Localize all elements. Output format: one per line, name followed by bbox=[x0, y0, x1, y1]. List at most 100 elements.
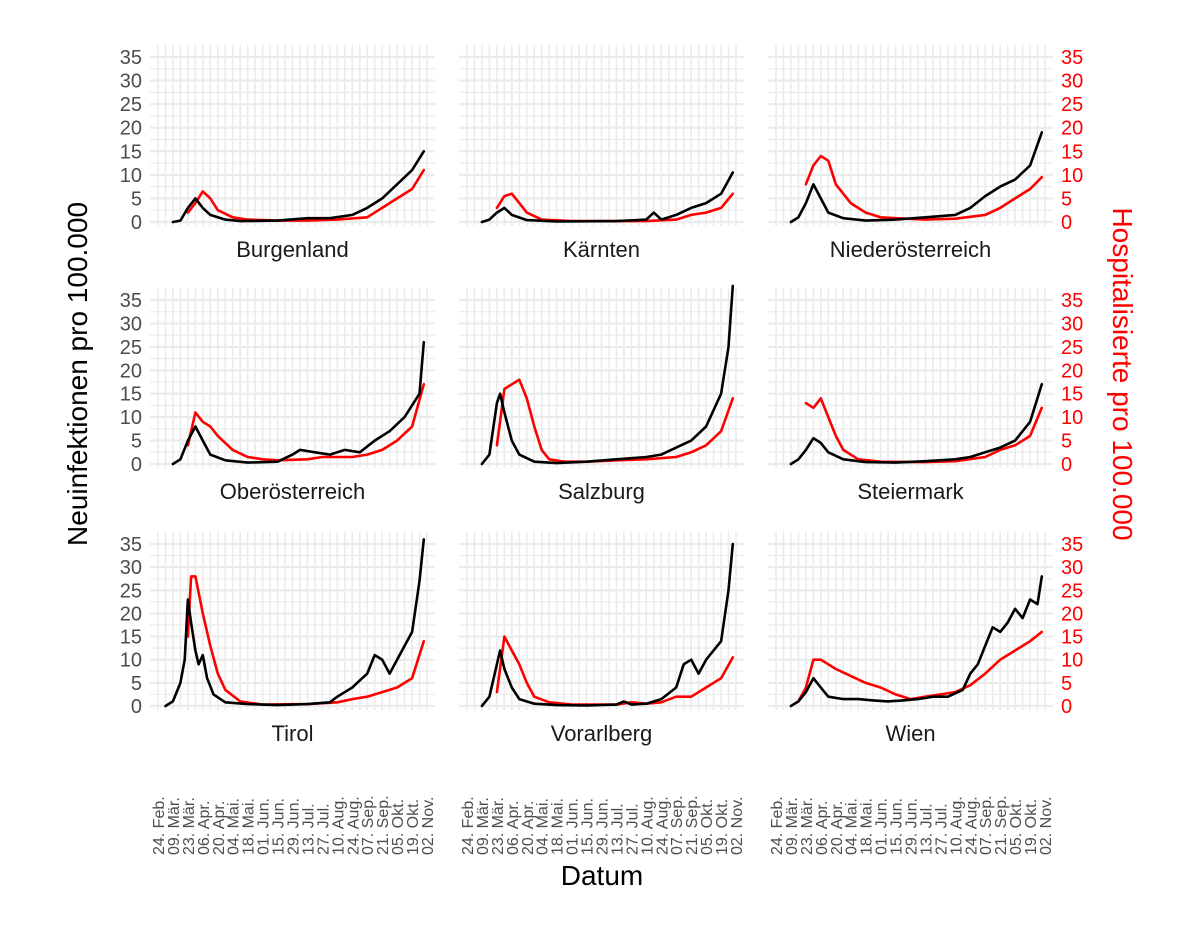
panel-grid bbox=[150, 45, 435, 226]
y-tick-label-left: 15 bbox=[120, 141, 142, 163]
y-tick-label-left: 5 bbox=[131, 673, 142, 695]
y-axis-left-label: Neuinfektionen pro 100.000 bbox=[62, 202, 93, 546]
y-tick-label-right: 20 bbox=[1061, 360, 1083, 382]
y-tick-label-right: 15 bbox=[1061, 627, 1083, 649]
x-tick-label: 04. Mai. bbox=[226, 798, 243, 855]
panel-grid bbox=[150, 288, 435, 468]
x-tick-label: 19. Okt. bbox=[1023, 799, 1040, 855]
y-tick-label-right: 25 bbox=[1061, 94, 1083, 116]
x-tick-label: 24. Aug. bbox=[345, 796, 362, 855]
y-tick-label-right: 20 bbox=[1061, 603, 1083, 625]
x-tick-label: 04. Mai. bbox=[535, 798, 552, 855]
y-tick-label-left: 15 bbox=[120, 384, 142, 406]
series-infections-line bbox=[789, 575, 1044, 708]
y-tick-label-right: 0 bbox=[1061, 454, 1072, 476]
x-tick-label: 18. Mai. bbox=[550, 798, 567, 855]
x-tick-label: 21. Sep. bbox=[375, 795, 392, 855]
x-tick-label: 27. Jul. bbox=[624, 803, 641, 855]
x-tick-label: 13. Jul. bbox=[300, 803, 317, 855]
y-tick-label-right: 35 bbox=[1061, 534, 1083, 556]
y-tick-label-left: 15 bbox=[120, 627, 142, 649]
y-tick-label-right: 15 bbox=[1061, 141, 1083, 163]
panel-title: Wien bbox=[885, 721, 935, 746]
y-tick-label-left: 0 bbox=[131, 696, 142, 718]
y-tick-label-left: 35 bbox=[120, 47, 142, 69]
series-infections-line bbox=[164, 538, 426, 708]
y-tick-label-left: 5 bbox=[131, 431, 142, 453]
panel-title: Burgenland bbox=[236, 237, 349, 262]
x-tick-label: 18. Mai. bbox=[241, 798, 258, 855]
x-tick-label: 29. Jun. bbox=[286, 798, 303, 855]
x-tick-label: 07. Sep. bbox=[360, 795, 377, 855]
panel-grid bbox=[459, 45, 744, 226]
series-infections-line bbox=[171, 340, 426, 466]
series-hospitalized-line bbox=[186, 575, 426, 706]
panel-vorarlberg: Vorarlberg 24. Feb.09. Mär.23. Mär.06. Ap… bbox=[459, 532, 746, 855]
y-axis-right-label: Hospitalisierte pro 100.000 bbox=[1107, 207, 1138, 540]
y-tick-label-left: 20 bbox=[120, 118, 142, 140]
series-hospitalized-line bbox=[804, 154, 1044, 221]
x-tick-label: 10. Aug. bbox=[639, 796, 656, 855]
x-tick-label: 21. Sep. bbox=[684, 795, 701, 855]
y-tick-label-left: 0 bbox=[131, 212, 142, 234]
y-tick-label-right: 10 bbox=[1061, 165, 1083, 187]
x-tick-label: 09. Mär. bbox=[784, 797, 801, 855]
y-tick-label-left: 35 bbox=[120, 534, 142, 556]
panel-title: Niederösterreich bbox=[830, 237, 991, 262]
x-tick-label: 18. Mai. bbox=[859, 798, 876, 855]
x-tick-label: 20. Apr. bbox=[520, 801, 537, 855]
series-hospitalized-line bbox=[186, 168, 426, 222]
y-tick-label-right: 35 bbox=[1061, 47, 1083, 69]
x-tick-label: 10. Aug. bbox=[330, 796, 347, 855]
x-tick-label: 01. Jun. bbox=[256, 798, 273, 855]
x-tick-label: 06. Apr. bbox=[196, 801, 213, 855]
y-tick-label-left: 25 bbox=[120, 337, 142, 359]
y-tick-label-left: 20 bbox=[120, 603, 142, 625]
x-tick-label: 20. Apr. bbox=[829, 801, 846, 855]
y-tick-label-right: 5 bbox=[1061, 431, 1072, 453]
y-tick-label-left: 0 bbox=[131, 454, 142, 476]
x-tick-label: 01. Jun. bbox=[874, 798, 891, 855]
x-tick-label: 24. Feb. bbox=[460, 796, 477, 855]
series-infections-line bbox=[789, 131, 1044, 224]
x-tick-label: 29. Jun. bbox=[904, 798, 921, 855]
y-tick-label-left: 30 bbox=[120, 557, 142, 579]
y-tick-label-right: 0 bbox=[1061, 212, 1072, 234]
y-tick-label-left: 25 bbox=[120, 580, 142, 602]
x-tick-label: 19. Okt. bbox=[714, 799, 731, 855]
x-tick-label: 13. Jul. bbox=[918, 803, 935, 855]
x-tick-label: 05. Okt. bbox=[699, 799, 716, 855]
series-hospitalized-line bbox=[495, 378, 735, 463]
y-tick-label-left: 35 bbox=[120, 290, 142, 312]
panel-title: Oberösterreich bbox=[220, 479, 366, 504]
y-tick-label-left: 10 bbox=[120, 165, 142, 187]
x-tick-label: 04. Mai. bbox=[844, 798, 861, 855]
y-tick-label-right: 5 bbox=[1061, 673, 1072, 695]
x-tick-label: 23. Mär. bbox=[490, 797, 507, 855]
x-tick-label: 09. Mär. bbox=[166, 797, 183, 855]
y-tick-label-right: 15 bbox=[1061, 384, 1083, 406]
series-infections-line bbox=[789, 383, 1044, 466]
y-tick-label-left: 10 bbox=[120, 407, 142, 429]
series-infections-line bbox=[171, 150, 426, 224]
x-tick-label: 20. Apr. bbox=[211, 801, 228, 855]
y-tick-label-right: 30 bbox=[1061, 71, 1083, 93]
y-tick-label-right: 5 bbox=[1061, 188, 1072, 210]
x-tick-label: 01. Jun. bbox=[565, 798, 582, 855]
y-tick-label-right: 10 bbox=[1061, 650, 1083, 672]
y-tick-label-right: 0 bbox=[1061, 696, 1072, 718]
x-tick-label: 02. Nov. bbox=[1038, 797, 1055, 855]
x-tick-label: 15. Jun. bbox=[580, 798, 597, 855]
series-infections-line bbox=[480, 542, 735, 708]
x-tick-label: 05. Okt. bbox=[390, 799, 407, 855]
panel-grid bbox=[459, 288, 744, 468]
series-infections-line bbox=[480, 171, 735, 224]
series-hospitalized-line bbox=[797, 630, 1044, 703]
